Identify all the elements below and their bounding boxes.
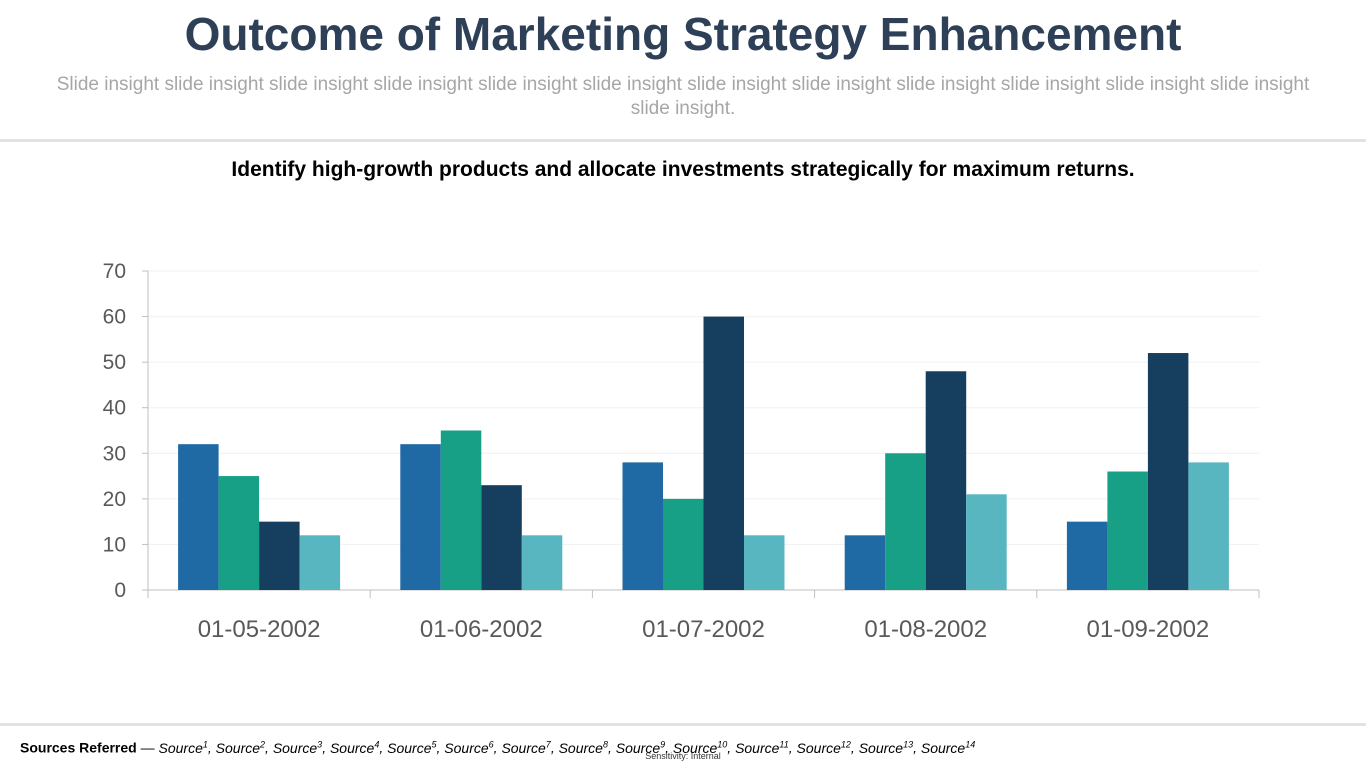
- source-ref: Source8: [558, 739, 608, 756]
- chart-headline: Identify high-growth products and alloca…: [231, 158, 1135, 181]
- source-sep: ,: [436, 739, 445, 756]
- y-tick-label: 30: [103, 442, 126, 465]
- source-ref: Source14: [920, 739, 976, 756]
- x-tick-label: 01-06-2002: [420, 616, 543, 643]
- source-ref-number: 11: [779, 739, 789, 749]
- bar: [885, 453, 926, 590]
- source-ref: Source2: [215, 739, 266, 756]
- sources-separator: —: [136, 739, 159, 756]
- bar: [703, 316, 744, 590]
- bar: [622, 462, 663, 590]
- page-title: Outcome of Marketing Strategy Enhancemen…: [184, 8, 1182, 60]
- bar: [744, 535, 785, 590]
- source-sep: ,: [607, 739, 616, 756]
- source-sep: ,: [788, 739, 797, 756]
- source-ref: Source7: [501, 739, 551, 756]
- sources-list: Source1, Source2, Source3, Source4, Sour…: [158, 739, 976, 756]
- sources-line: Sources Referred — Source1, Source2, Sou…: [20, 739, 975, 756]
- source-ref-number: 10: [717, 739, 728, 749]
- source-ref-number: 13: [903, 739, 914, 749]
- bar: [440, 430, 482, 590]
- source-ref: Source13: [858, 739, 914, 756]
- x-tick-label: 01-09-2002: [1087, 616, 1210, 643]
- source-sep: ,: [727, 739, 736, 756]
- source-ref: Source12: [796, 739, 851, 756]
- bar: [966, 494, 1007, 590]
- source-ref-number: 4: [374, 739, 380, 749]
- source-sep: ,: [207, 739, 216, 756]
- source-ref-number: 8: [602, 739, 608, 749]
- bar: [1147, 353, 1189, 590]
- bar-chart: 0 10 20 30 40 50 60 70 01-05-2002 01-06-2002 01-07…: [103, 260, 1260, 643]
- footer-divider: [0, 723, 1366, 726]
- bar: [663, 498, 704, 590]
- source-sep: ,: [665, 739, 673, 756]
- x-tick-label: 01-07-2002: [642, 616, 765, 643]
- bar: [1066, 521, 1108, 590]
- y-tick-label: 50: [103, 351, 126, 374]
- bar: [1107, 471, 1148, 590]
- bar: [218, 476, 260, 590]
- source-ref: Source11: [735, 739, 789, 756]
- source-sep: ,: [265, 739, 273, 756]
- bar: [299, 535, 341, 590]
- source-sep: ,: [913, 739, 921, 756]
- source-ref: Source9: [615, 739, 666, 756]
- y-tick-label: 0: [114, 579, 126, 602]
- x-tick-label: 01-05-2002: [198, 616, 321, 643]
- slide-subtitle: Slide insight slide insight slide insigh…: [56, 74, 1310, 119]
- bar: [178, 444, 219, 590]
- bar: [844, 535, 886, 590]
- bar: [521, 535, 563, 590]
- y-tick-label: 10: [103, 533, 126, 556]
- source-ref-number: 2: [260, 739, 266, 749]
- source-ref: Source4: [329, 739, 380, 756]
- source-ref: Source6: [444, 739, 494, 756]
- bar: [925, 371, 967, 590]
- bar: [481, 485, 522, 590]
- source-ref: Source10: [672, 739, 728, 756]
- bar: [400, 444, 441, 590]
- source-ref-number: 1: [202, 739, 208, 749]
- source-ref: Source5: [387, 739, 437, 756]
- bar: [259, 521, 300, 590]
- sources-label: Sources Referred: [20, 739, 137, 756]
- y-tick-label: 20: [103, 488, 126, 511]
- source-ref-number: 5: [431, 739, 437, 749]
- source-ref-number: 7: [545, 739, 551, 749]
- sensitivity-label: Sensitivity: Internal: [645, 751, 721, 761]
- header-divider: [0, 139, 1366, 142]
- x-tick-label: 01-08-2002: [864, 616, 987, 643]
- source-sep: ,: [550, 739, 559, 756]
- source-sep: ,: [379, 739, 388, 756]
- source-ref: Source3: [272, 739, 323, 756]
- y-tick-label: 40: [103, 397, 126, 420]
- source-ref: Source1: [158, 739, 208, 756]
- source-sep: ,: [493, 739, 502, 756]
- source-ref-number: 14: [965, 739, 976, 749]
- source-sep: ,: [322, 739, 330, 756]
- source-ref-number: 12: [840, 739, 851, 749]
- source-ref-number: 3: [317, 739, 323, 749]
- y-tick-label: 60: [103, 306, 126, 329]
- source-ref-number: 6: [488, 739, 494, 749]
- source-ref-number: 9: [660, 739, 666, 749]
- y-tick-label: 70: [103, 260, 126, 283]
- bar: [1188, 462, 1229, 590]
- source-sep: ,: [850, 739, 859, 756]
